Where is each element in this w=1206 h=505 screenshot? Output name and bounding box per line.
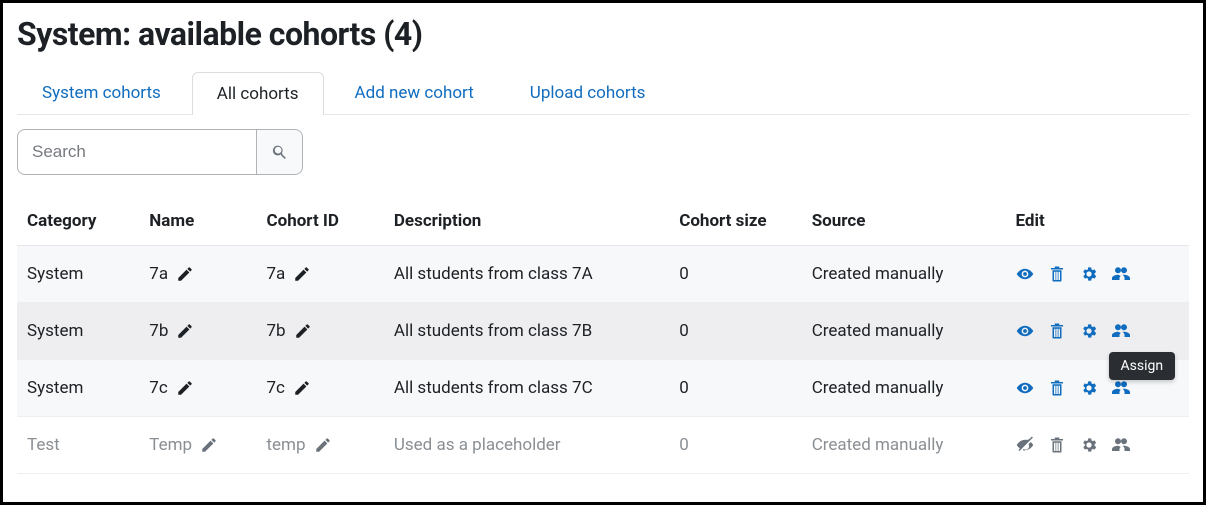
- cell-edit: [1006, 417, 1190, 474]
- eye-icon[interactable]: [1016, 322, 1034, 340]
- cohort-id-text: 7a: [266, 264, 285, 284]
- eye-slash-icon[interactable]: [1016, 436, 1034, 454]
- pencil-icon[interactable]: [176, 265, 194, 283]
- cell-edit: [1006, 246, 1190, 303]
- cell-source: Created manually: [802, 360, 1006, 417]
- cell-category: System: [17, 246, 139, 303]
- trash-icon[interactable]: [1048, 265, 1066, 283]
- cell-size: 0: [669, 360, 801, 417]
- col-name: Name: [139, 197, 256, 246]
- tab-add-new-cohort[interactable]: Add new cohort: [330, 71, 499, 114]
- cell-cohort-id: 7a: [256, 246, 383, 303]
- assign-tooltip: Assign: [1109, 352, 1176, 380]
- cell-description: All students from class 7A: [384, 246, 669, 303]
- search-input[interactable]: [17, 129, 257, 175]
- col-cohort-id: Cohort ID: [256, 197, 383, 246]
- table-header-row: Category Name Cohort ID Description Coho…: [17, 197, 1189, 246]
- pencil-icon[interactable]: [314, 436, 332, 454]
- table-row: System 7c 7c All students from class 7C0Cre…: [17, 360, 1189, 417]
- table-row: System 7a 7a All students from class 7A0Cre…: [17, 246, 1189, 303]
- cell-name: Temp: [139, 417, 256, 474]
- cell-category: System: [17, 360, 139, 417]
- tab-all-cohorts[interactable]: All cohorts: [192, 72, 324, 115]
- pencil-icon[interactable]: [293, 265, 311, 283]
- users-icon[interactable]: [1112, 265, 1130, 283]
- cell-source: Created manually: [802, 246, 1006, 303]
- cohorts-table: Category Name Cohort ID Description Coho…: [17, 197, 1189, 474]
- tab-system-cohorts[interactable]: System cohorts: [17, 71, 186, 114]
- eye-icon[interactable]: [1016, 379, 1034, 397]
- cell-description: Used as a placeholder: [384, 417, 669, 474]
- cell-name: 7c: [139, 360, 256, 417]
- pencil-icon[interactable]: [294, 322, 312, 340]
- tab-upload-cohorts[interactable]: Upload cohorts: [505, 71, 671, 114]
- cell-name: 7b: [139, 303, 256, 360]
- cohort-id-text: 7b: [266, 321, 285, 341]
- table-row: System 7b 7b All students from class 7B0Cre…: [17, 303, 1189, 360]
- cell-size: 0: [669, 303, 801, 360]
- cell-description: All students from class 7C: [384, 360, 669, 417]
- users-icon[interactable]: [1112, 436, 1130, 454]
- search-button[interactable]: [257, 129, 303, 175]
- col-cohort-size: Cohort size: [669, 197, 801, 246]
- search-form: [17, 129, 1189, 175]
- gear-icon[interactable]: [1080, 379, 1098, 397]
- cell-size: 0: [669, 417, 801, 474]
- col-source: Source: [802, 197, 1006, 246]
- tabs-nav: System cohorts All cohorts Add new cohor…: [17, 71, 1189, 115]
- users-icon[interactable]: [1112, 379, 1130, 397]
- cell-source: Created manually: [802, 303, 1006, 360]
- table-row: Test Temp temp Used as a placeholder0Create…: [17, 417, 1189, 474]
- gear-icon[interactable]: [1080, 265, 1098, 283]
- cell-cohort-id: 7b: [256, 303, 383, 360]
- name-text: 7a: [149, 264, 168, 284]
- gear-icon[interactable]: [1080, 322, 1098, 340]
- cohort-id-text: temp: [266, 435, 305, 455]
- pencil-icon[interactable]: [200, 436, 218, 454]
- cell-edit: [1006, 303, 1190, 360]
- cell-name: 7a: [139, 246, 256, 303]
- cell-cohort-id: temp: [256, 417, 383, 474]
- cell-description: All students from class 7B: [384, 303, 669, 360]
- search-icon: [271, 143, 289, 161]
- pencil-icon[interactable]: [293, 379, 311, 397]
- name-text: 7b: [149, 321, 168, 341]
- name-text: Temp: [149, 435, 192, 455]
- gear-icon[interactable]: [1080, 436, 1098, 454]
- trash-icon[interactable]: [1048, 322, 1066, 340]
- col-edit: Edit: [1006, 197, 1190, 246]
- cohorts-admin-page: System: available cohorts (4) System coh…: [0, 0, 1206, 505]
- col-category: Category: [17, 197, 139, 246]
- name-text: 7c: [149, 378, 167, 398]
- cell-cohort-id: 7c: [256, 360, 383, 417]
- cell-source: Created manually: [802, 417, 1006, 474]
- pencil-icon[interactable]: [176, 379, 194, 397]
- cell-category: Test: [17, 417, 139, 474]
- cell-category: System: [17, 303, 139, 360]
- page-title: System: available cohorts (4): [17, 15, 1189, 53]
- col-description: Description: [384, 197, 669, 246]
- pencil-icon[interactable]: [176, 322, 194, 340]
- eye-icon[interactable]: [1016, 265, 1034, 283]
- users-icon[interactable]: [1112, 322, 1130, 340]
- trash-icon[interactable]: [1048, 436, 1066, 454]
- cell-size: 0: [669, 246, 801, 303]
- trash-icon[interactable]: [1048, 379, 1066, 397]
- cohort-id-text: 7c: [266, 378, 284, 398]
